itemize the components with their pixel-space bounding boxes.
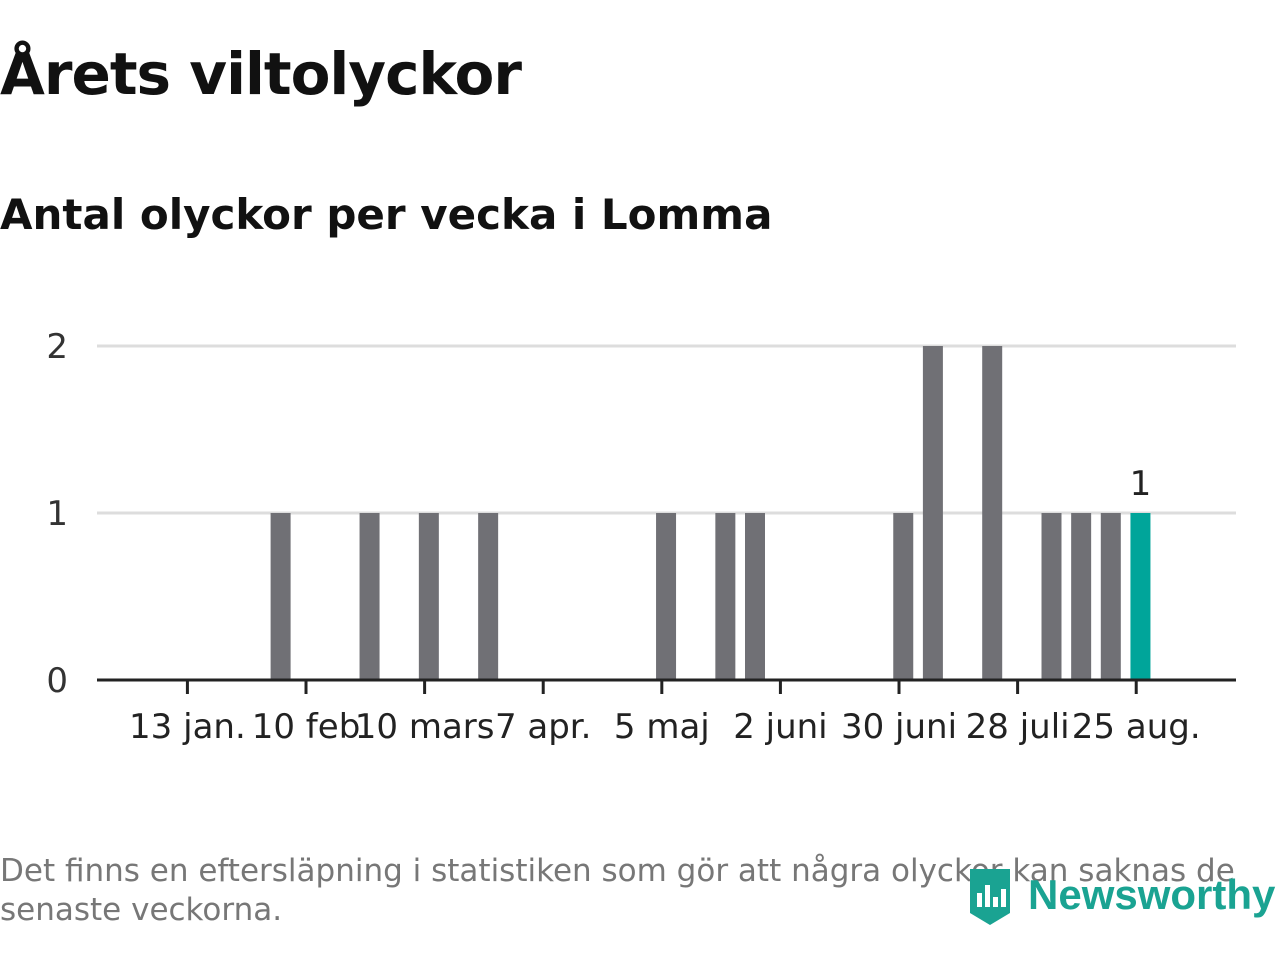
bar bbox=[359, 513, 380, 680]
brand-logo[interactable]: Newsworthy bbox=[964, 860, 1275, 930]
bar bbox=[656, 513, 677, 680]
bar bbox=[1100, 513, 1121, 680]
x-tick-label: 13 jan. bbox=[129, 707, 246, 747]
bar bbox=[1041, 513, 1062, 680]
y-tick-label: 0 bbox=[46, 661, 68, 701]
x-tick-label: 25 aug. bbox=[1072, 707, 1201, 747]
x-tick-label: 30 juni bbox=[841, 707, 957, 747]
bar bbox=[478, 513, 499, 680]
bar bbox=[745, 513, 765, 680]
y-tick-label: 2 bbox=[46, 327, 68, 367]
bar bbox=[922, 346, 943, 680]
data-labels: 1 bbox=[1130, 464, 1152, 504]
x-tick-label: 7 apr. bbox=[495, 707, 592, 747]
bar bbox=[1071, 513, 1092, 680]
newsworthy-logo-icon bbox=[970, 869, 1010, 925]
bar bbox=[270, 513, 291, 680]
chart-subtitle: Antal olyckor per vecka i Lomma bbox=[0, 190, 773, 239]
bar bbox=[1130, 513, 1151, 680]
bars bbox=[270, 346, 1151, 680]
bar bbox=[715, 513, 736, 680]
y-tick-label: 1 bbox=[46, 494, 68, 534]
x-tick-label: 10 feb bbox=[252, 707, 361, 747]
chart-title: Årets viltolyckor bbox=[0, 40, 522, 108]
data-label: 1 bbox=[1130, 464, 1152, 504]
bar bbox=[982, 346, 1003, 680]
x-tick-label: 28 juli bbox=[966, 707, 1070, 747]
x-tick-label: 10 mars bbox=[355, 707, 495, 747]
x-axis bbox=[97, 678, 1236, 694]
footnote: Det finns en eftersläpning i statistiken… bbox=[0, 853, 1235, 928]
grid-lines bbox=[97, 344, 1236, 515]
bar bbox=[418, 513, 439, 680]
brand-name: Newsworthy bbox=[1028, 871, 1276, 918]
bar bbox=[893, 513, 914, 680]
x-tick-label: 2 juni bbox=[733, 707, 827, 747]
y-axis-labels: 0 1 2 bbox=[46, 327, 68, 701]
x-tick-label: 5 maj bbox=[614, 707, 710, 747]
